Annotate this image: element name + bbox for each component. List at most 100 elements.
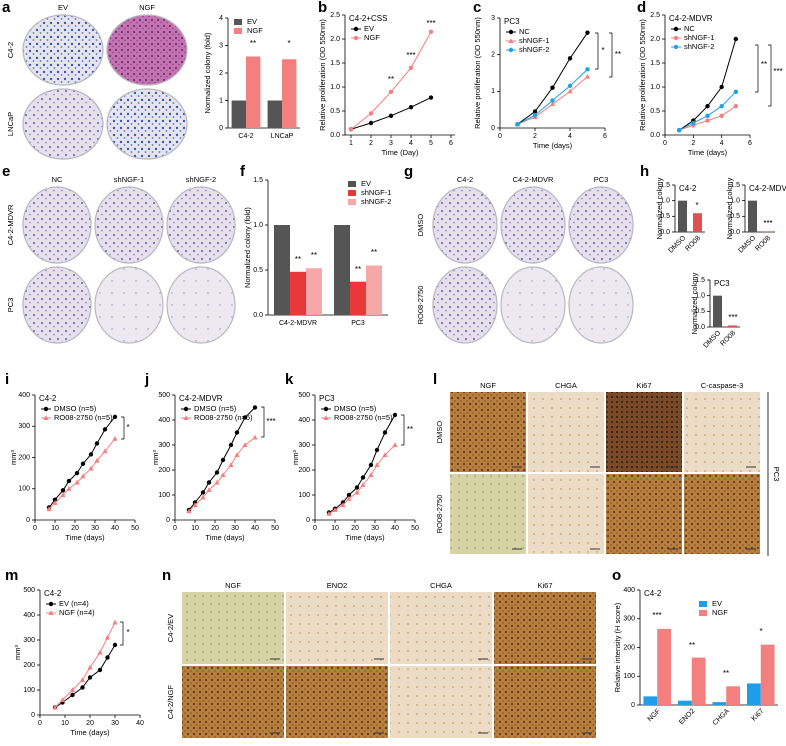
x-tick-label: 4	[568, 133, 572, 140]
legend-label: shNGF-2	[684, 42, 714, 51]
bar	[267, 100, 282, 128]
y-tick-label: 0.0	[253, 312, 263, 319]
ihc-image	[684, 474, 760, 554]
y-tick-label: 1.5	[650, 60, 660, 67]
y-axis-label: Relative proliferation (OD 550nm)	[318, 19, 327, 131]
ihc-image	[390, 666, 492, 738]
x-tick-label: CHGA	[712, 708, 731, 727]
x-tick-label: DMSO	[737, 234, 757, 254]
bar	[282, 59, 297, 128]
y-tick-label: 200	[18, 454, 30, 461]
marker	[368, 472, 374, 477]
row-label: DMSO	[416, 214, 425, 237]
marker	[206, 480, 212, 485]
y-tick-label: 0.5	[330, 108, 340, 115]
marker	[87, 675, 93, 680]
y-tick-label: 0.0	[695, 324, 705, 331]
x-tick-label: 40	[251, 525, 259, 532]
marker	[515, 122, 520, 127]
marker	[242, 415, 248, 420]
y-tick-label: 1	[491, 88, 495, 95]
significance-label: **	[250, 39, 256, 48]
x-tick-label: C4-2-MDVR	[279, 320, 317, 327]
series-line	[350, 97, 432, 130]
legend-label: EV	[712, 599, 722, 608]
bar	[748, 200, 757, 232]
y-tick-label: 1.0	[695, 293, 705, 300]
y-tick-label: 500	[158, 392, 170, 399]
series-line	[48, 438, 116, 510]
legend-label: DMSO (n=5)	[334, 404, 377, 413]
y-tick-label: 1.5	[695, 277, 705, 284]
marker	[214, 470, 220, 475]
x-tick-label: 6	[603, 133, 607, 140]
x-tick-label: PC3	[351, 320, 365, 327]
x-tick-label: 50	[411, 525, 419, 532]
column-label: shNGF-1	[114, 175, 144, 184]
legend-marker	[508, 47, 514, 53]
marker	[252, 434, 258, 440]
legend-label: RO08-2750 (n=5)	[194, 413, 253, 422]
significance-bracket	[401, 414, 405, 446]
marker	[550, 85, 555, 90]
column-label: ENO2	[327, 581, 347, 590]
x-axis-label: Time (days)	[205, 533, 245, 542]
x-axis-label: Time (days)	[345, 533, 385, 542]
ihc-image	[494, 666, 596, 738]
marker	[719, 84, 724, 90]
chart-title: C4-2	[44, 589, 62, 598]
marker	[408, 65, 414, 71]
y-tick-label: 100	[623, 673, 635, 680]
y-tick-label: 0.5	[730, 213, 740, 220]
marker	[200, 494, 206, 500]
marker	[705, 104, 710, 109]
bar	[763, 231, 772, 232]
marker	[585, 67, 590, 72]
bar	[334, 225, 350, 315]
column-label: CHGA	[555, 381, 577, 390]
column-label: EV	[58, 3, 68, 12]
legend-label: EV	[247, 17, 257, 26]
panel-letter: n	[162, 567, 171, 584]
row-label: C4-2-MDVR	[6, 204, 15, 245]
bar	[657, 628, 672, 705]
legend-label: NGF (n=4)	[59, 608, 95, 617]
significance-label: **	[761, 60, 767, 69]
legend-swatch	[699, 601, 707, 607]
x-tick-label: LNCaP	[271, 133, 294, 140]
y-tick-label: 2	[491, 52, 495, 59]
x-tick-label: 10	[191, 525, 199, 532]
marker	[408, 104, 414, 110]
x-tick-label: 10	[61, 720, 69, 727]
x-tick-label: 4	[409, 140, 413, 147]
x-tick-label: 0	[663, 140, 667, 147]
panel-letter: m	[5, 567, 18, 584]
legend-marker	[183, 415, 189, 420]
dish-image	[106, 88, 188, 160]
y-tick-label: 300	[18, 423, 30, 430]
marker	[719, 113, 724, 119]
y-axis-label: Normalized colony (fold)	[243, 207, 252, 288]
legend-label: shNGF-2	[361, 197, 391, 206]
x-tick-label: 6	[748, 140, 752, 147]
column-label: C-caspase-3	[701, 381, 744, 390]
significance-label: **	[355, 265, 361, 274]
marker	[360, 475, 366, 480]
y-tick-label: 200	[158, 467, 170, 474]
marker	[428, 95, 434, 100]
y-tick-label: 1.0	[660, 198, 670, 205]
marker	[112, 619, 118, 625]
legend-marker	[508, 38, 514, 43]
marker	[97, 667, 103, 673]
marker	[112, 435, 118, 441]
significance-label: ***	[773, 67, 782, 76]
legend-marker	[508, 29, 514, 35]
legend-marker	[673, 35, 679, 41]
dish-image	[568, 186, 634, 264]
marker	[46, 506, 52, 512]
marker	[80, 473, 86, 479]
y-axis-label: Normalized colony (fold)	[203, 32, 212, 113]
x-tick-label: 20	[211, 525, 219, 532]
ihc-image	[390, 592, 492, 664]
